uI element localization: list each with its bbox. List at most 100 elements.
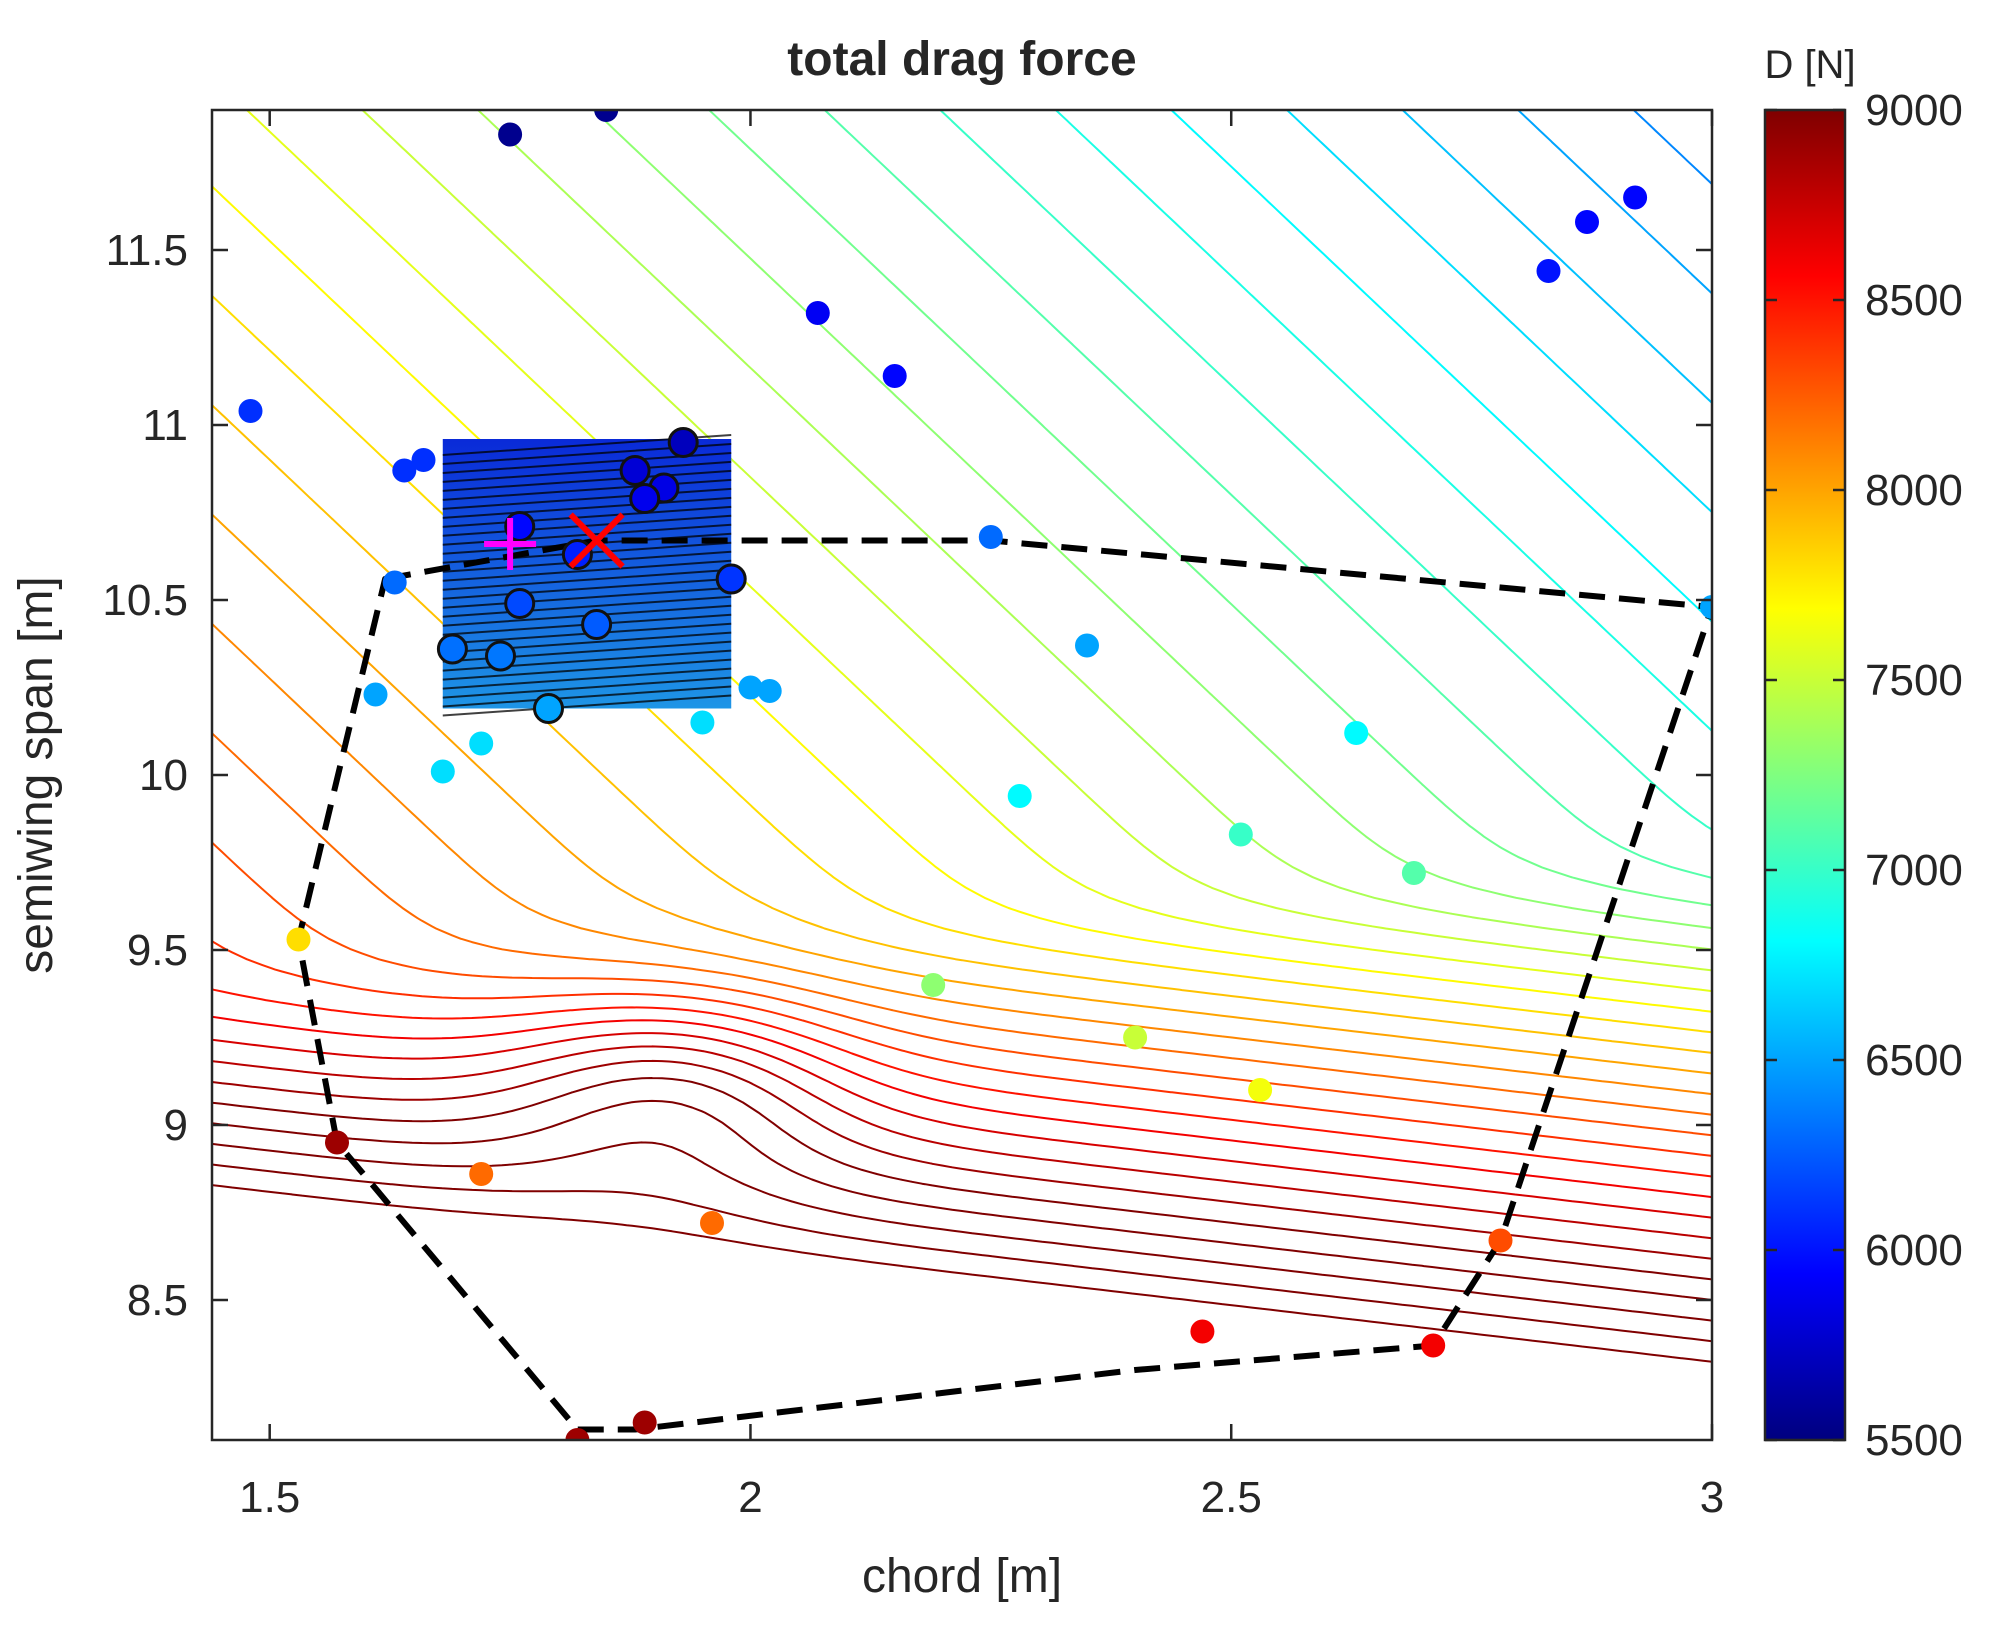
contour-line bbox=[212, 1059, 1712, 1260]
sample-point bbox=[1575, 210, 1599, 234]
x-axis-ticks: 1.5 2 2.5 3 bbox=[239, 110, 1724, 1522]
x-tick-label: 2.5 bbox=[1201, 1473, 1262, 1522]
contour-line bbox=[1632, 110, 1712, 186]
sample-point bbox=[286, 927, 311, 952]
sample-point bbox=[363, 682, 388, 707]
sample-point bbox=[632, 1410, 657, 1435]
y-tick-label: 11 bbox=[142, 401, 188, 450]
feasible-region-boundary bbox=[295, 537, 1712, 1433]
contour-line bbox=[212, 1099, 1712, 1301]
highlight-region-point bbox=[436, 633, 468, 665]
sample-point bbox=[594, 110, 619, 122]
contour-line bbox=[212, 1184, 1712, 1363]
y-tick-label: 9.5 bbox=[127, 926, 188, 975]
sample-point bbox=[757, 679, 782, 703]
contour-line bbox=[1286, 110, 1712, 514]
optimum-marker bbox=[568, 512, 625, 569]
sample-point bbox=[1190, 1319, 1215, 1344]
y-tick-label: 10.5 bbox=[102, 576, 188, 625]
y-axis-label: semiwing span [m] bbox=[10, 576, 63, 973]
x-tick-label: 2 bbox=[738, 1473, 762, 1522]
sample-point bbox=[411, 448, 436, 472]
sample-point bbox=[498, 122, 523, 147]
contour-line bbox=[1401, 110, 1712, 404]
sample-point bbox=[1488, 1228, 1513, 1253]
contour-line bbox=[708, 110, 1712, 907]
x-tick-label: 1.5 bbox=[239, 1473, 300, 1522]
colorbar-tick-label: 7500 bbox=[1865, 656, 1963, 705]
sample-point bbox=[1123, 1025, 1148, 1050]
chart-title: total drag force bbox=[787, 33, 1136, 86]
highlight-region-point bbox=[629, 483, 661, 514]
highlight-region-point bbox=[504, 588, 536, 619]
sample-point bbox=[469, 731, 494, 756]
sample-point bbox=[690, 710, 715, 735]
sample-point bbox=[978, 525, 1003, 549]
colorbar-ticks: 5500 6000 6500 7000 7500 8000 8500 9000 bbox=[1765, 86, 1963, 1465]
contour-line bbox=[361, 110, 1712, 972]
design-markers bbox=[484, 512, 625, 570]
sample-point bbox=[1344, 721, 1369, 745]
contour-line bbox=[212, 404, 1712, 1054]
sample-point bbox=[1536, 259, 1561, 283]
colorbar-tick-label: 6500 bbox=[1865, 1036, 1963, 1085]
sample-point bbox=[1421, 1333, 1446, 1358]
colorbar-tick-label: 5500 bbox=[1865, 1416, 1963, 1465]
contour-line bbox=[212, 841, 1712, 1137]
initial-design-marker bbox=[484, 518, 537, 570]
sample-point bbox=[1228, 822, 1253, 847]
contour-line bbox=[212, 1045, 1712, 1240]
colorbar-tick-label: 6000 bbox=[1865, 1226, 1963, 1275]
sample-points bbox=[238, 110, 1712, 1440]
contour-line bbox=[212, 1015, 1712, 1199]
highlight-region-point bbox=[581, 609, 613, 640]
contour-line bbox=[212, 294, 1712, 1034]
colorbar-tick-label: 8000 bbox=[1865, 466, 1963, 515]
contour-line bbox=[1054, 110, 1712, 732]
contour-line bbox=[212, 1032, 1712, 1219]
sample-point bbox=[325, 1130, 349, 1155]
y-tick-label: 11.5 bbox=[106, 226, 188, 275]
highlight-region-point bbox=[667, 427, 699, 458]
contour-line bbox=[212, 988, 1712, 1178]
sample-point bbox=[469, 1162, 494, 1186]
sample-point bbox=[392, 458, 417, 483]
contour-line bbox=[939, 110, 1712, 831]
sample-point bbox=[738, 675, 763, 700]
y-axis-ticks: 8.5 9 9.5 10 10.5 11 11.5 bbox=[102, 226, 1712, 1325]
sample-point bbox=[1248, 1078, 1273, 1102]
y-tick-label: 10 bbox=[139, 751, 188, 800]
sample-point bbox=[430, 759, 455, 784]
colorbar-tick-label: 8500 bbox=[1865, 276, 1963, 325]
colorbar-tick-label: 9000 bbox=[1865, 86, 1963, 135]
contour-line bbox=[592, 110, 1712, 930]
sample-point bbox=[1075, 633, 1099, 658]
x-axis-label: chord [m] bbox=[862, 1550, 1062, 1603]
sample-point bbox=[921, 973, 946, 997]
contour-lines bbox=[212, 110, 1712, 1363]
y-tick-label: 8.5 bbox=[127, 1276, 188, 1325]
colorbar-label: D [N] bbox=[1764, 43, 1855, 87]
contour-line bbox=[1517, 110, 1712, 295]
sample-point bbox=[882, 364, 907, 388]
y-tick-label: 9 bbox=[164, 1101, 188, 1150]
contour-line bbox=[212, 1077, 1712, 1281]
contour-line bbox=[212, 185, 1712, 1013]
contour-line bbox=[212, 513, 1712, 1075]
sample-point bbox=[1401, 861, 1426, 885]
highlight-region-point bbox=[561, 539, 593, 570]
feasible-region bbox=[295, 537, 1712, 1433]
x-tick-label: 3 bbox=[1700, 1473, 1724, 1522]
sample-point bbox=[1623, 185, 1648, 210]
sample-point bbox=[1007, 784, 1032, 808]
plot-area bbox=[212, 110, 1712, 1440]
highlight-region bbox=[442, 434, 732, 717]
highlight-region-point bbox=[619, 455, 651, 486]
sample-point bbox=[700, 1211, 724, 1235]
highlight-region-point bbox=[533, 693, 564, 724]
contour-line bbox=[212, 732, 1712, 1116]
colorbar: D [N] 5500 6000 6500 7000 7500 8000 8500 9000 bbox=[1763, 43, 1963, 1465]
contour-line bbox=[212, 1163, 1712, 1343]
